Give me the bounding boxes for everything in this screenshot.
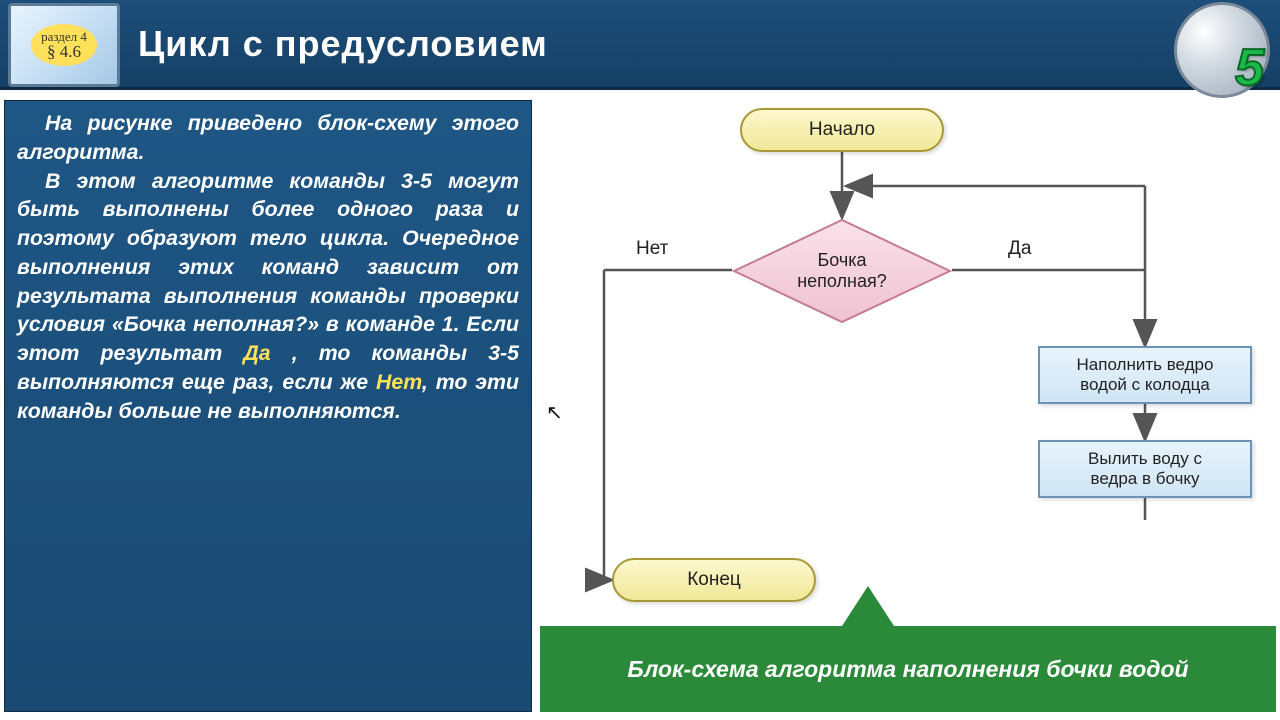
node-decision: Бочканеполная?: [732, 218, 952, 324]
edge-label-no: Нет: [636, 238, 668, 260]
slide-header: раздел 4 § 4.6 Цикл с предусловием 5: [0, 0, 1280, 90]
diagram-panel: Начало Бочканеполная?: [540, 100, 1276, 712]
decision-label: Бочканеполная?: [797, 250, 887, 291]
node-start: Начало: [740, 108, 944, 152]
header-monitor-icon: раздел 4 § 4.6: [8, 3, 120, 87]
node-end: Конец: [612, 558, 816, 602]
edge-label-yes: Да: [1008, 238, 1031, 260]
diagram-caption: Блок-схема алгоритма наполнения бочки во…: [540, 626, 1276, 712]
node-fill-bucket: Наполнить ведроводой с колодца: [1038, 346, 1252, 404]
node-pour-bucket: Вылить воду сведра в бочку: [1038, 440, 1252, 498]
flowchart: Начало Бочканеполная?: [540, 100, 1276, 625]
content-area: На рисунке приведено блок-схему этого ал…: [0, 100, 1280, 720]
slide-title: Цикл с предусловием: [138, 23, 548, 65]
slide-number: 5: [1235, 38, 1264, 98]
text-panel: На рисунке приведено блок-схему этого ал…: [4, 100, 532, 712]
badge-line1: раздел 4: [41, 30, 87, 43]
highlight-yes: Да: [243, 341, 270, 365]
header-decor: 5: [1174, 2, 1274, 102]
fill-label: Наполнить ведроводой с колодца: [1077, 355, 1214, 396]
caption-pointer-icon: [842, 586, 894, 626]
pour-label: Вылить воду сведра в бочку: [1088, 449, 1202, 490]
section-badge: раздел 4 § 4.6: [31, 24, 97, 66]
paragraph-1: На рисунке приведено блок-схему этого ал…: [17, 109, 519, 167]
badge-line2: § 4.6: [47, 43, 81, 60]
highlight-no: Нет: [376, 370, 422, 394]
paragraph-2: В этом алгоритме команды 3-5 могут быть …: [17, 167, 519, 426]
